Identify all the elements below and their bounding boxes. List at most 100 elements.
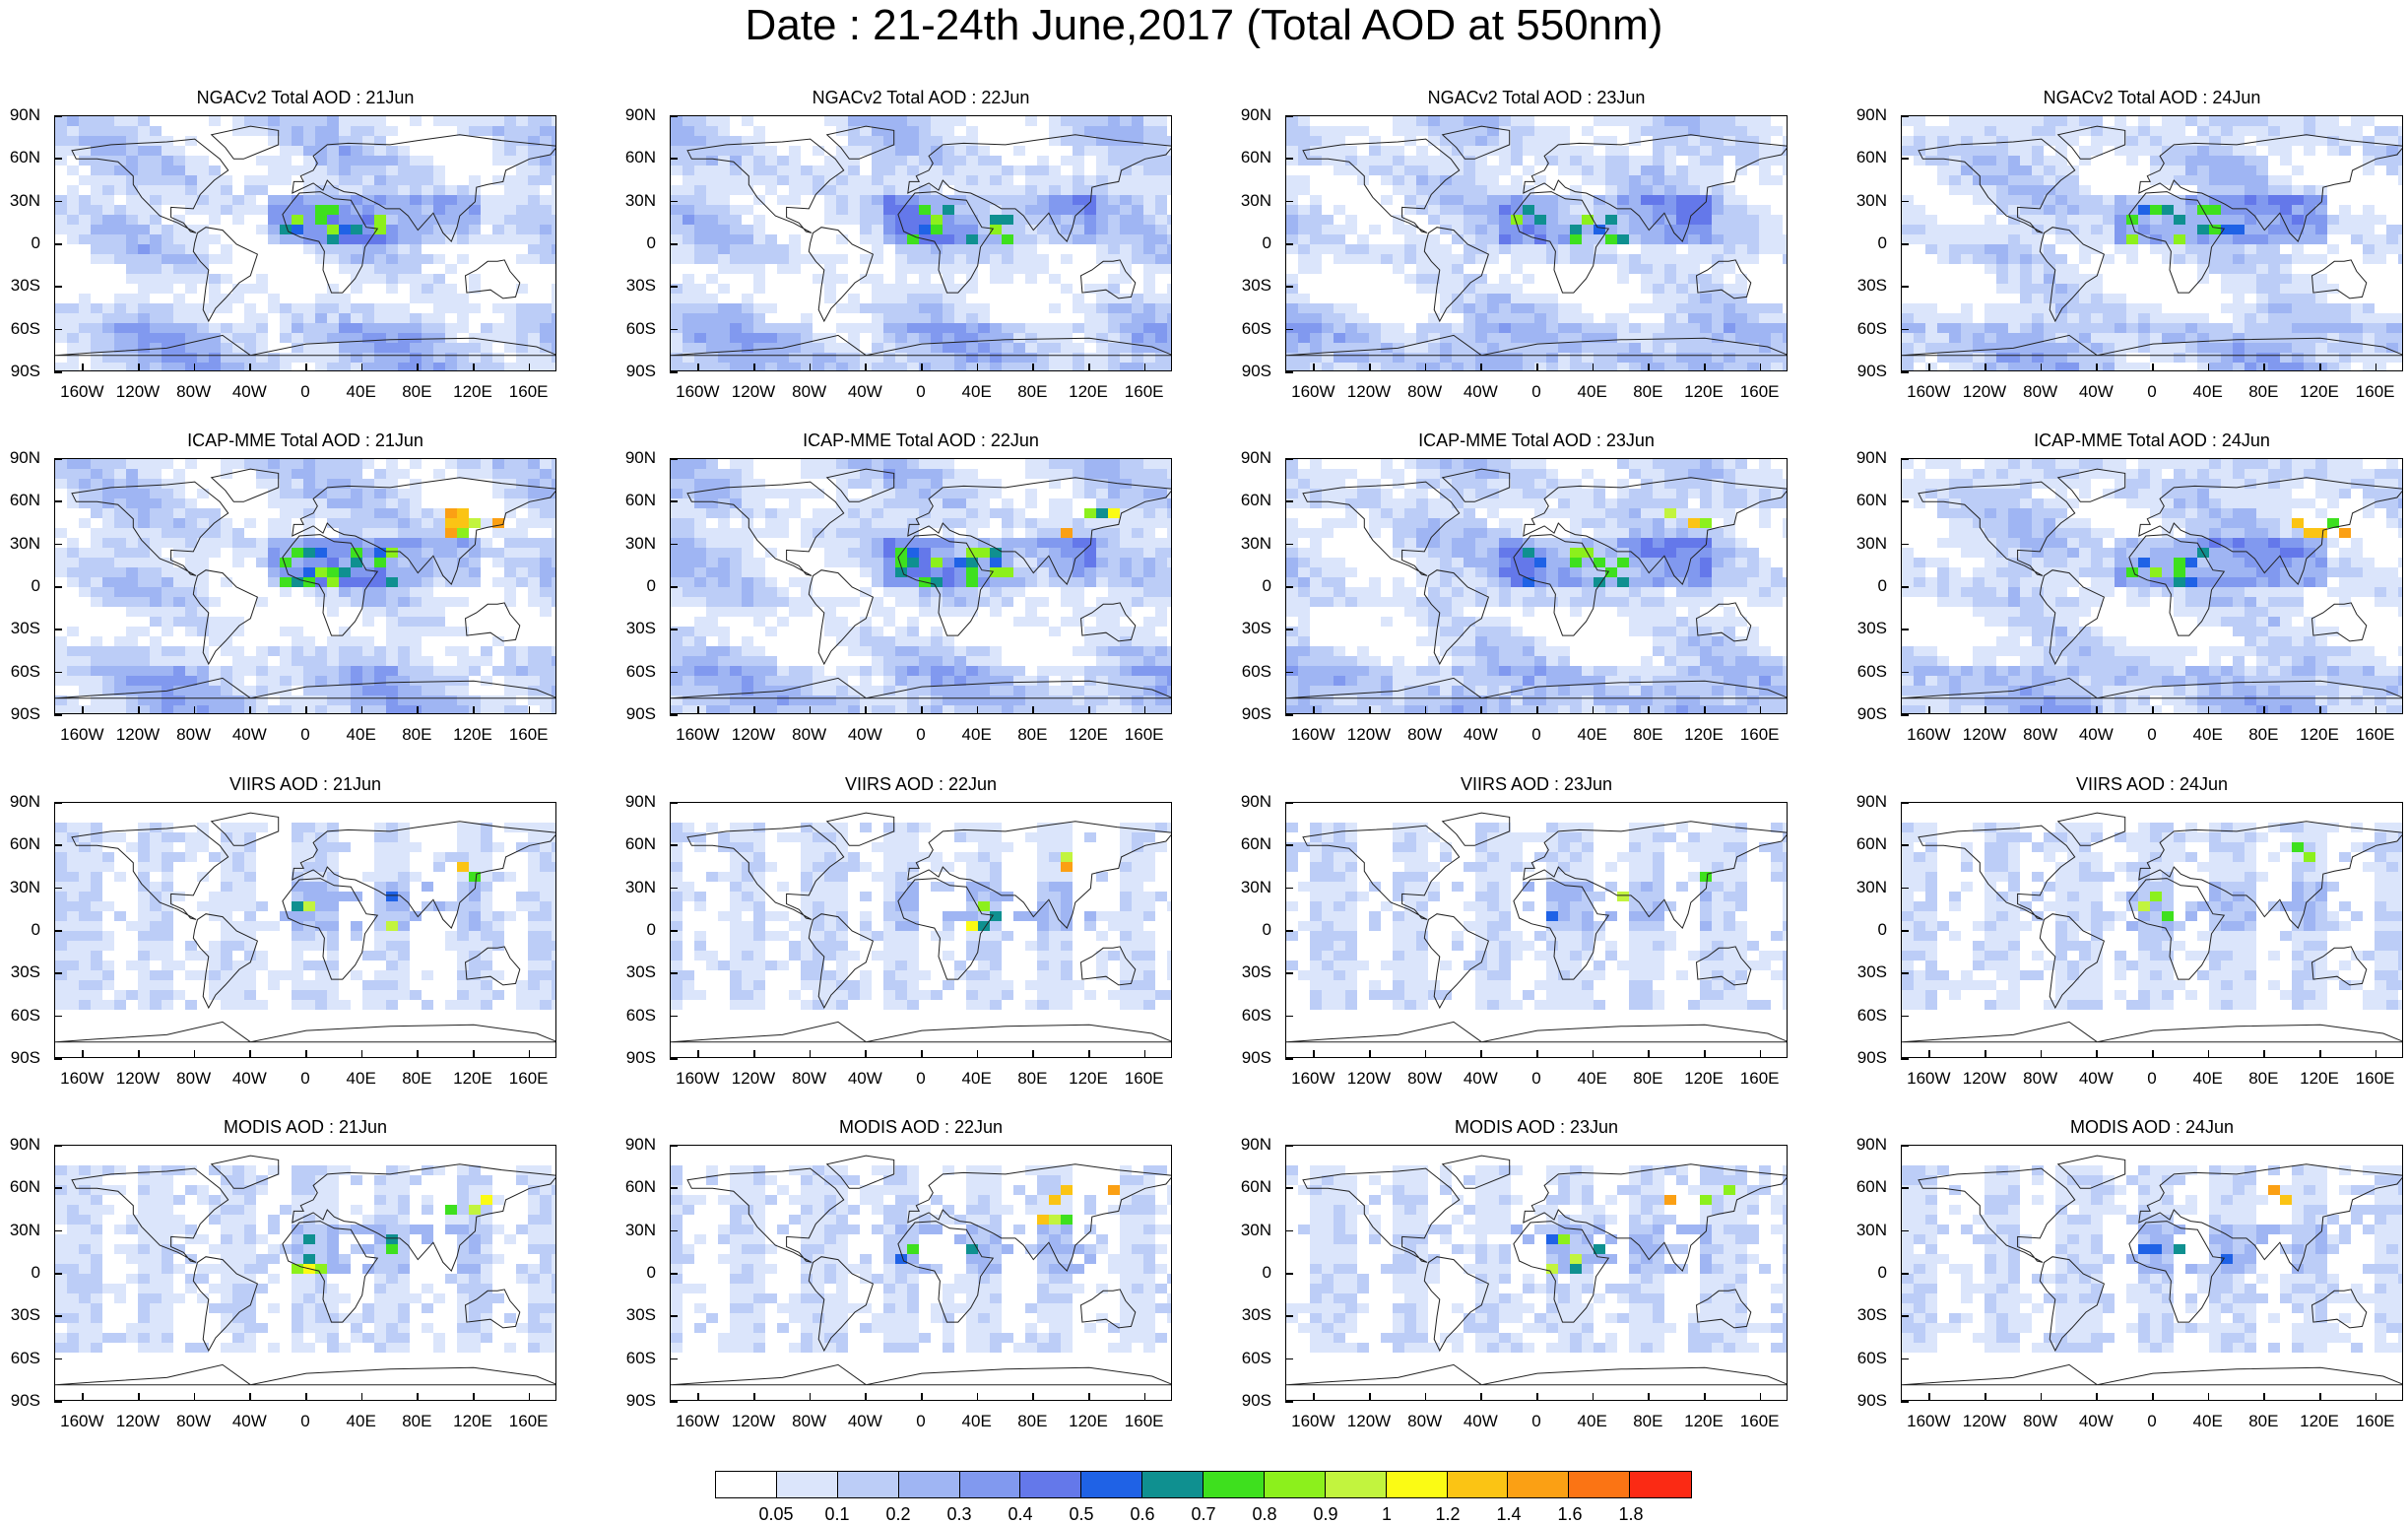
x-tick [2208,706,2210,714]
x-tick [1088,706,1090,714]
y-axis-label: 30S [1228,277,1271,295]
y-axis-label: 0 [1228,1264,1271,1282]
y-tick [1901,802,1909,804]
aod-map [55,116,556,371]
aod-field [671,823,1172,1010]
aod-map [671,803,1172,1058]
y-tick [54,1187,62,1189]
x-axis-label: 40W [224,383,275,401]
x-tick [361,1050,363,1058]
y-tick [54,544,62,546]
colorbar-label: 1.2 [1423,1504,1472,1524]
x-tick [1593,1393,1594,1401]
x-axis-label: 0 [2126,383,2178,401]
x-tick [2319,1050,2321,1058]
y-tick [54,586,62,588]
x-axis-label: 40W [1455,383,1506,401]
map-frame [670,1145,1172,1401]
y-tick [670,115,678,117]
y-tick [54,1315,62,1317]
y-tick [1901,371,1909,373]
x-axis-label: 0 [1511,726,1562,744]
map-frame [1285,802,1788,1058]
y-tick [54,672,62,674]
y-axis-label: 90N [0,449,40,467]
y-axis-label: 0 [1844,1264,1887,1282]
y-tick [1285,930,1293,932]
x-tick [1313,706,1315,714]
x-axis-label: 80E [1622,726,1673,744]
colorbar-box [1265,1472,1326,1497]
x-tick [529,1050,531,1058]
x-tick [2096,364,2098,371]
x-tick [1648,1050,1650,1058]
map-frame [1901,458,2403,714]
y-tick [670,714,678,716]
x-axis-label: 80W [1399,726,1451,744]
y-tick [670,243,678,245]
y-tick [1285,458,1293,460]
y-axis-label: 30S [1228,620,1271,637]
y-axis-label: 0 [1228,577,1271,595]
x-axis-label: 0 [280,383,331,401]
x-tick [1928,1050,1930,1058]
x-axis-label: 120E [1063,383,1114,401]
y-axis-label: 90N [613,449,656,467]
x-tick [697,364,699,371]
y-tick [1285,201,1293,203]
x-tick [753,706,755,714]
y-axis-label: 30S [613,1306,656,1324]
y-tick [1901,158,1909,160]
x-axis-label: 160W [1903,1413,1954,1430]
x-axis-label: 160W [672,726,723,744]
y-axis-label: 60N [1844,149,1887,166]
y-tick [670,802,678,804]
y-axis-label: 90S [0,1049,40,1067]
x-tick [921,364,923,371]
x-axis-label: 40E [2182,383,2234,401]
x-axis-label: 160E [503,726,554,744]
x-axis-label: 40E [336,383,387,401]
y-tick [54,802,62,804]
x-tick [2041,1393,2043,1401]
panel-title: VIIRS AOD : 23Jun [1285,774,1788,794]
y-tick [1285,672,1293,674]
y-axis-label: 0 [613,921,656,939]
y-axis-label: 30N [1844,192,1887,210]
y-tick [54,714,62,716]
panel-title: NGACv2 Total AOD : 22Jun [670,88,1172,107]
y-tick [54,629,62,630]
x-tick [1088,364,1090,371]
y-axis-label: 90S [1844,363,1887,380]
y-tick [670,371,678,373]
map-frame [1901,115,2403,371]
x-axis-label: 80W [2015,383,2066,401]
x-tick [305,706,307,714]
x-tick [921,706,923,714]
y-axis-label: 30N [0,192,40,210]
y-tick [670,586,678,588]
y-tick [1901,286,1909,288]
aod-map [1286,116,1788,371]
x-axis-label: 0 [895,726,946,744]
x-tick [82,706,84,714]
x-tick [2319,1393,2321,1401]
x-tick [865,1393,867,1401]
x-axis-label: 40E [2182,1413,2234,1430]
x-axis-label: 120E [447,1070,498,1088]
colorbar-box [1630,1472,1691,1497]
aod-field [55,1165,556,1353]
x-tick [977,1050,979,1058]
x-axis-label: 80E [1007,726,1058,744]
x-tick [1536,364,1538,371]
x-axis-label: 120E [447,726,498,744]
x-tick [361,364,363,371]
y-tick [54,329,62,331]
x-axis-label: 0 [1511,383,1562,401]
x-tick [697,706,699,714]
y-axis-label: 90N [1844,1136,1887,1154]
y-tick [670,1315,678,1317]
